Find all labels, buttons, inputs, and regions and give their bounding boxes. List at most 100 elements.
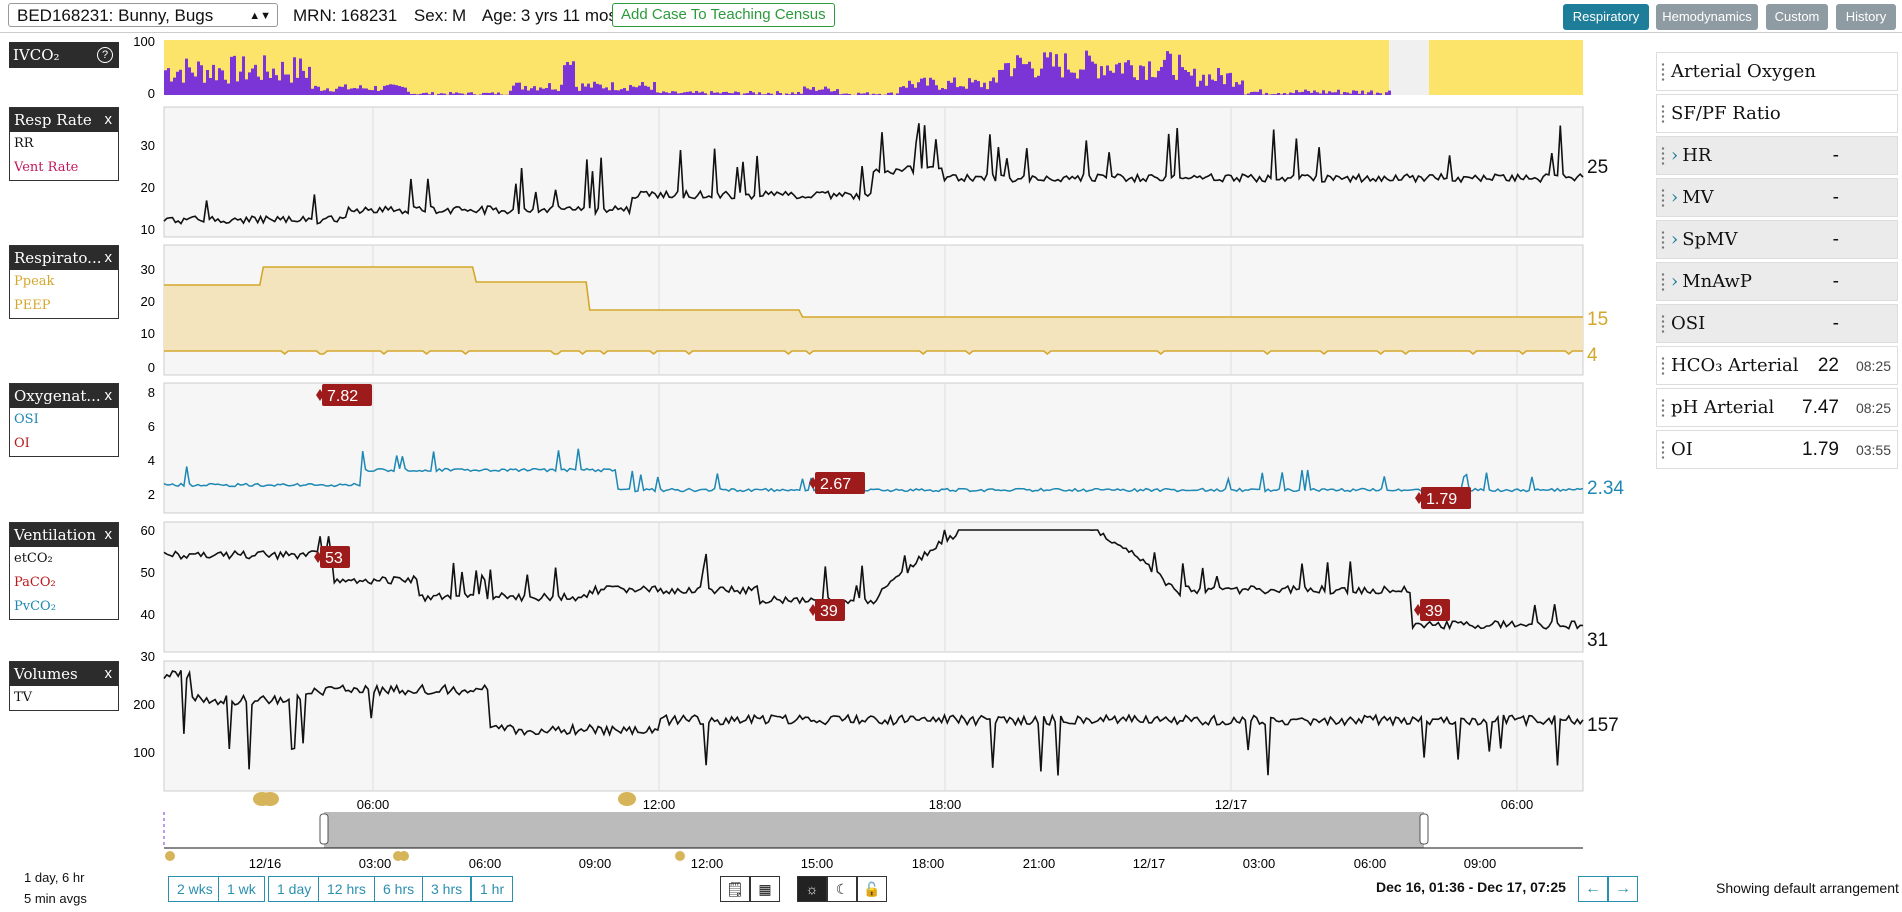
lab-marker[interactable]: 53 [314,546,350,568]
legend-item[interactable]: PvCO₂ [14,599,56,614]
overview-tick: 03:00 [359,856,392,871]
sidebar-item[interactable]: OI 1.79 03:55 [1656,430,1898,469]
sidebar-item-time: 08:25 [1855,400,1891,416]
drag-handle-icon[interactable] [1661,188,1665,208]
panel-title: Resp Rate [14,111,92,129]
sidebar-item[interactable]: › MV - [1656,178,1898,217]
ivco2-tick: 0 [148,86,155,101]
close-panel-button[interactable]: x [104,526,113,543]
lab-marker[interactable]: 1.79 [1415,487,1471,509]
unlock-icon[interactable]: 🔓 [857,876,887,902]
close-panel-button[interactable]: x [104,387,113,404]
moon-icon[interactable]: ☾ [827,876,857,902]
legend-item[interactable]: etCO₂ [14,551,53,566]
lab-marker[interactable]: 2.67 [809,472,865,494]
chevron-right-icon[interactable]: › [1671,187,1679,208]
overview-tick: 15:00 [801,856,834,871]
tab-respiratory[interactable]: Respiratory [1563,4,1649,30]
marker-box [1421,487,1471,509]
y-tick-label: 30 [141,138,155,153]
drag-handle-icon[interactable] [1661,356,1665,376]
tab-custom[interactable]: Custom [1766,4,1828,30]
chart-panel-3[interactable]: 60 50 40 30 31 [141,521,1609,664]
arrow-left-icon[interactable]: ← [1578,876,1608,902]
range-button-0[interactable]: 2 wks [168,876,222,902]
overview-tick: 12/17 [1133,856,1166,871]
legend-item[interactable]: Ppeak [14,274,55,289]
time-tick: 06:00 [1501,797,1534,812]
sidebar-item[interactable]: SF/PF Ratio [1656,94,1898,133]
current-value: 157 [1587,715,1619,736]
drag-handle-icon[interactable] [1661,104,1665,124]
chart-background [163,382,1584,514]
legend-item[interactable]: OI [14,436,30,451]
calculator-icon[interactable]: ▦ [750,876,780,902]
lab-marker[interactable]: 39 [1414,599,1450,621]
sidebar-item[interactable]: Arterial Oxygen [1656,52,1898,91]
overview-event [675,851,685,861]
sidebar-item[interactable]: › MnAwP - [1656,262,1898,301]
drag-handle-icon[interactable] [1661,440,1665,460]
range-button-4[interactable]: 6 hrs [374,876,424,902]
chevron-right-icon[interactable]: › [1671,271,1679,292]
range-button-3[interactable]: 12 hrs [318,876,375,902]
drag-handle-icon[interactable] [1661,398,1665,418]
sex-label: Sex: [413,6,448,25]
close-panel-button[interactable]: x [104,111,113,128]
sidebar-item[interactable]: OSI - [1656,304,1898,343]
panel-title-bar: Resp Rate x [10,108,118,132]
marker-value: 53 [325,550,343,567]
sidebar-item-value: 1.79 [1802,439,1839,460]
chevron-right-icon[interactable]: › [1671,229,1679,250]
legend-item[interactable]: PEEP [14,298,51,313]
arrow-right-icon[interactable]: → [1608,876,1638,902]
marker-box [1420,599,1450,621]
sidebar-item-name: OSI [1671,305,1705,343]
question-circle-icon[interactable]: ? [97,47,113,63]
tab-history[interactable]: History [1836,4,1896,30]
tab-hemodynamics[interactable]: Hemodynamics [1656,4,1758,30]
brush-handle-right[interactable] [1419,813,1429,845]
arrangement-status: Showing default arrangement [1716,880,1899,896]
legend-item[interactable]: RR [14,136,34,151]
add-case-button[interactable]: Add Case To Teaching Census [612,3,835,27]
event-marker[interactable] [618,792,636,806]
chevron-right-icon[interactable]: › [1671,145,1679,166]
overview-event [165,851,175,861]
marker-value: 39 [1425,603,1443,620]
sidebar-item[interactable]: HCO₃ Arterial 22 08:25 [1656,346,1898,385]
brush-handle-left[interactable] [319,813,329,845]
drag-handle-icon[interactable] [1661,146,1665,166]
range-button-1[interactable]: 1 wk [218,876,265,902]
sidebar-item[interactable]: › SpMV - [1656,220,1898,259]
close-panel-button[interactable]: x [104,249,113,266]
range-button-2[interactable]: 1 day [268,876,321,902]
brush-selection[interactable] [324,812,1424,848]
time-tick: 06:00 [357,797,390,812]
legend-item[interactable]: TV [14,690,33,705]
close-panel-button[interactable]: x [104,665,113,682]
sidebar-item[interactable]: › HR - [1656,136,1898,175]
event-marker[interactable] [261,792,279,806]
range-button-6[interactable]: 1 hr [471,876,514,902]
rr-trace [163,123,1584,225]
patient-select[interactable]: BED168231: Bunny, Bugs ▲▼ [8,3,278,27]
patient-select-value: BED168231: Bunny, Bugs [17,6,214,25]
lab-marker[interactable]: 39 [809,599,845,621]
note-icon[interactable]: 🗒 [720,876,750,902]
drag-handle-icon[interactable] [1661,62,1665,82]
drag-handle-icon[interactable] [1661,230,1665,250]
drag-handle-icon[interactable] [1661,272,1665,292]
drag-handle-icon[interactable] [1661,314,1665,334]
legend-item[interactable]: OSI [14,412,39,427]
range-button-5[interactable]: 3 hrs [422,876,472,902]
sidebar-item[interactable]: pH Arterial 7.47 08:25 [1656,388,1898,427]
chart-panel-4[interactable]: 200 100 157 [133,660,1619,792]
legend-item[interactable]: PaCO₂ [14,575,56,590]
legend-item[interactable]: Vent Rate [14,160,79,175]
sidebar-item-name: pH Arterial [1671,389,1774,427]
lab-marker[interactable]: 7.82 [316,384,372,406]
sun-icon[interactable]: ☼ [797,876,827,902]
current-value: 31 [1587,630,1608,651]
